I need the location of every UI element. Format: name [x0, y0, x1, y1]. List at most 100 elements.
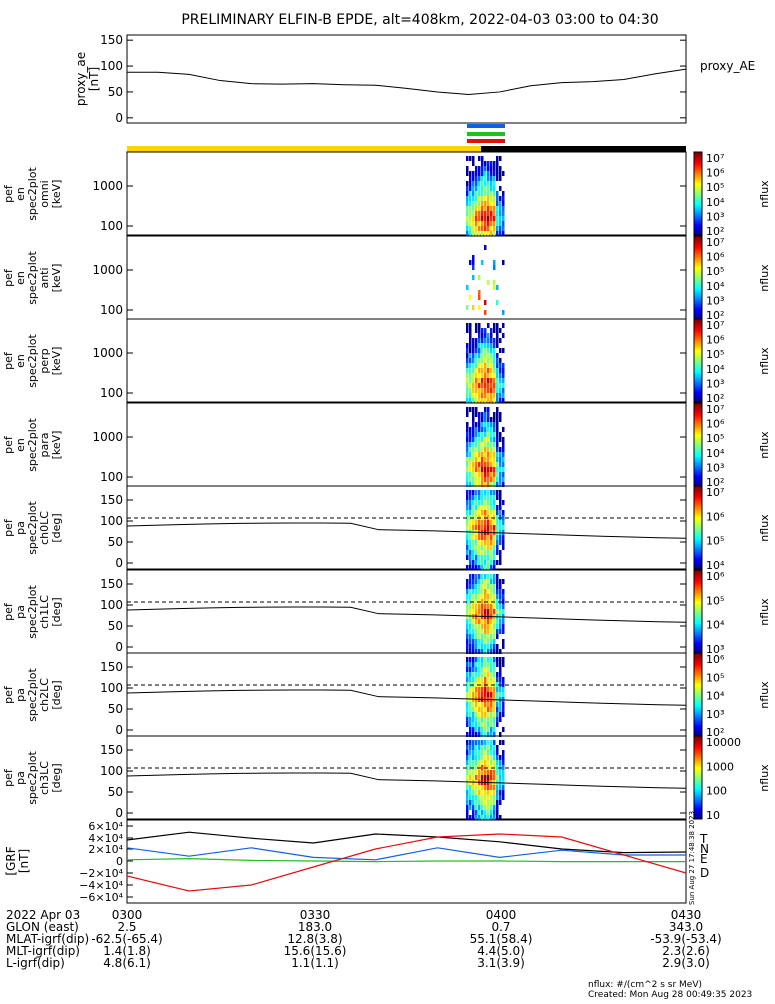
spectrogram-cell	[490, 535, 493, 540]
spectrogram-cell	[472, 550, 475, 555]
spectrogram-cell	[475, 667, 478, 672]
spectrogram-cell	[472, 584, 475, 589]
spectrogram-cell	[472, 211, 475, 216]
ylabel-line: en	[14, 438, 27, 452]
spectrogram-cell	[478, 166, 481, 171]
spectrogram-cell	[502, 515, 505, 520]
colorbar-band	[694, 356, 702, 359]
spectrogram-cell	[481, 231, 484, 236]
spectrogram-cell	[484, 717, 487, 722]
spectrogram-cell	[478, 373, 481, 378]
spectrogram-cell	[475, 495, 478, 500]
colorbar-tick-label: 10⁴	[706, 559, 725, 572]
spectrogram-cell	[478, 490, 481, 495]
spectrogram-cell	[466, 745, 469, 750]
spectrogram-cell	[469, 667, 472, 672]
colorbar-band	[694, 327, 702, 330]
colorbar-band	[694, 260, 702, 264]
spectrogram-cell	[496, 388, 499, 393]
colorbar-band	[694, 603, 702, 606]
spectrogram-cell	[502, 677, 505, 682]
colorbar-band	[694, 232, 702, 236]
spectrogram-cell	[472, 363, 475, 368]
spectrogram-cell	[466, 624, 469, 629]
spectrogram-cell	[478, 584, 481, 589]
y-tick-label: 0	[115, 111, 123, 125]
panel-ylabel: elbpefpaspec2plotch2LC[deg]	[0, 668, 63, 722]
spectrogram-cell	[469, 442, 472, 447]
spectrogram-cell	[481, 398, 484, 403]
spectrogram-cell	[472, 712, 475, 717]
spectrogram-cell	[487, 775, 490, 780]
spectrogram-cell	[466, 584, 469, 589]
colorbar-band	[694, 812, 702, 816]
proxy-ae-ylabel: proxy_ae[nT]	[74, 52, 101, 106]
spectrogram-cell	[493, 462, 496, 467]
spectrogram-cell	[478, 323, 481, 328]
spectrogram-cell	[484, 525, 487, 530]
spectrogram-cell	[469, 545, 472, 550]
spectrogram-cell	[466, 482, 469, 487]
spectrogram-cell	[478, 707, 481, 712]
colorbar-band	[694, 679, 702, 683]
spectrogram-cell	[472, 477, 475, 482]
colorbar-band	[694, 785, 702, 789]
colorbar-band	[694, 413, 702, 416]
footer-value: 15.6(15.6)	[284, 944, 347, 958]
spectrogram-cell	[475, 584, 478, 589]
spectrogram-cell	[499, 176, 502, 181]
spectrogram-cell	[487, 383, 490, 388]
spectrogram-cell	[475, 201, 478, 206]
spectrogram-cell	[484, 657, 487, 662]
spectrogram-cell	[481, 373, 484, 378]
spectrogram-cell	[502, 231, 505, 236]
spectrogram-cell	[493, 383, 496, 388]
spectrogram-cell	[481, 353, 484, 358]
spectrogram-cell	[466, 323, 469, 328]
spectrogram-cell	[469, 452, 472, 457]
spectrogram-cell	[472, 560, 475, 565]
spectrogram-cell	[499, 740, 502, 745]
footer-value: 3.1(3.9)	[477, 956, 525, 970]
spectrogram-cell	[469, 176, 472, 181]
spectrogram-cell	[466, 515, 469, 520]
spectrogram-cell	[478, 176, 481, 181]
colorbar-band	[694, 170, 702, 174]
spectrogram-cell	[487, 211, 490, 216]
spectrogram-cell	[499, 373, 502, 378]
spectrogram-cell	[484, 662, 487, 667]
spectrogram-cell	[502, 333, 505, 338]
spectrogram-cell	[484, 639, 487, 644]
spectrogram-cell	[499, 560, 502, 565]
ylabel-line: spec2plot	[26, 334, 39, 388]
spectrogram-cell	[478, 604, 481, 609]
spectrogram-cell	[490, 702, 493, 707]
ylabel-line: perp	[38, 348, 51, 373]
spectrogram-cell	[487, 790, 490, 795]
bfield-line-T	[126, 831, 687, 854]
spectrogram-cell	[478, 594, 481, 599]
spectrogram-cell	[469, 206, 472, 211]
spectrogram-cell	[490, 388, 493, 393]
spectrogram-cell	[484, 176, 487, 181]
colorbar-band	[694, 279, 702, 283]
ylabel-line: [keV]	[50, 347, 63, 376]
y-tick-label: 100	[100, 219, 123, 233]
spectrogram-cell	[475, 535, 478, 540]
spectrogram-cell	[502, 260, 505, 265]
colorbar-band	[694, 787, 702, 791]
spectrogram-cell	[502, 535, 505, 540]
spectrogram-cell	[484, 348, 487, 353]
colorbar-band	[694, 310, 702, 314]
spectrogram-cell	[478, 393, 481, 398]
footer-value: 343.0	[669, 920, 703, 934]
spectrogram-cell	[496, 156, 499, 161]
colorbar-band	[694, 214, 702, 217]
spectrogram-cell	[469, 662, 472, 667]
spectrogram-cell	[499, 206, 502, 211]
spectrogram-cell	[481, 432, 484, 437]
spectrogram-cell	[481, 785, 484, 790]
spectrogram-cell	[475, 490, 478, 495]
colorbar-band	[694, 713, 702, 716]
spectrogram-cell	[481, 609, 484, 614]
